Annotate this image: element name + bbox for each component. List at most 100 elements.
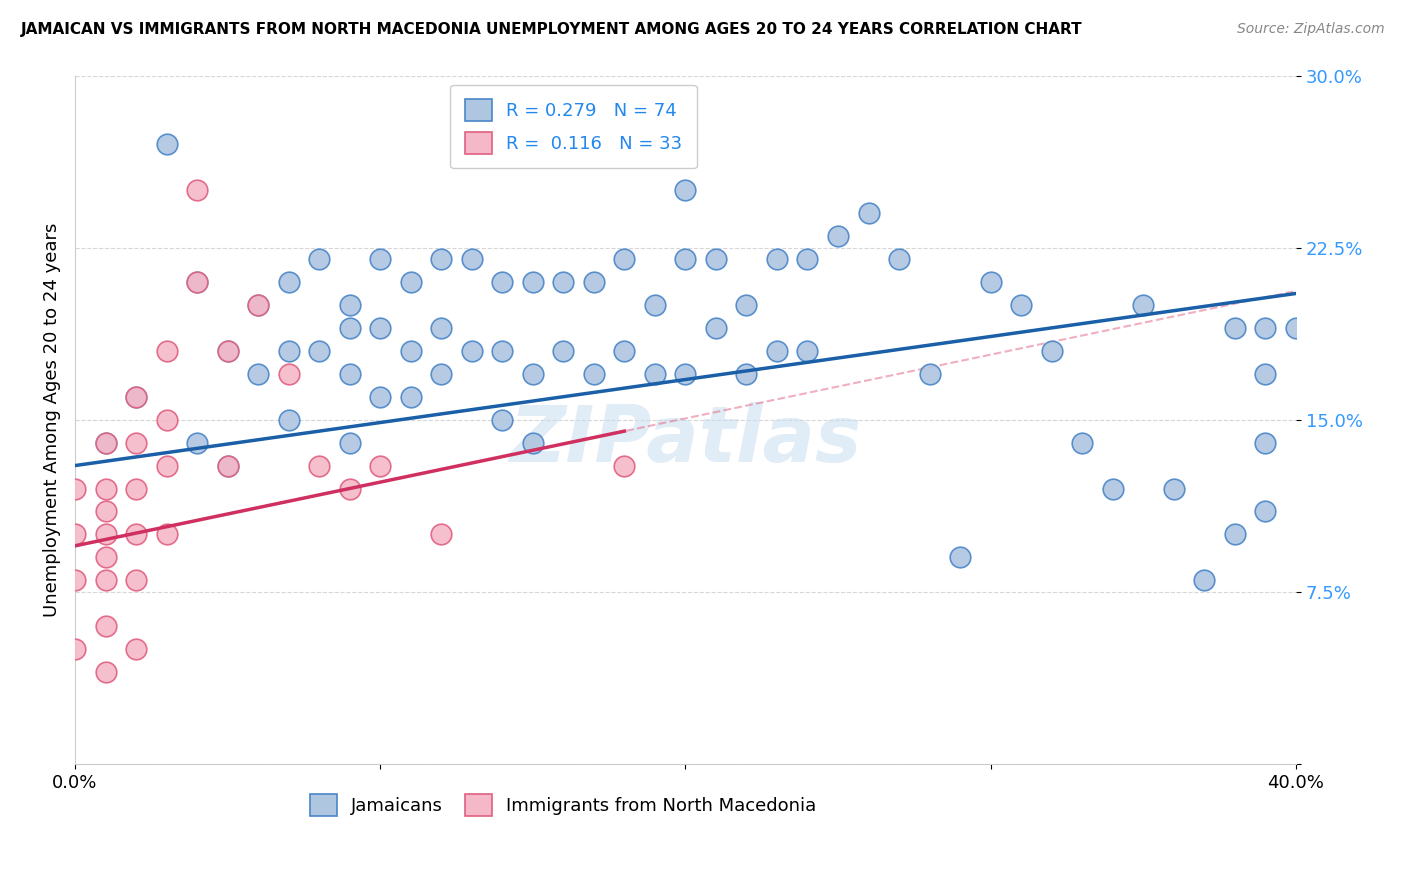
Point	[217, 458, 239, 473]
Point	[94, 550, 117, 565]
Point	[522, 275, 544, 289]
Point	[461, 343, 484, 358]
Point	[125, 390, 148, 404]
Point	[339, 298, 361, 312]
Point	[399, 343, 422, 358]
Point	[644, 367, 666, 381]
Point	[63, 482, 86, 496]
Point	[339, 321, 361, 335]
Point	[339, 435, 361, 450]
Point	[704, 321, 727, 335]
Point	[949, 550, 972, 565]
Point	[125, 390, 148, 404]
Point	[1254, 435, 1277, 450]
Point	[247, 298, 270, 312]
Point	[430, 252, 453, 266]
Point	[491, 412, 513, 426]
Point	[94, 665, 117, 679]
Point	[247, 367, 270, 381]
Point	[308, 458, 330, 473]
Point	[155, 458, 177, 473]
Point	[980, 275, 1002, 289]
Point	[155, 527, 177, 541]
Point	[766, 343, 789, 358]
Point	[155, 137, 177, 152]
Point	[125, 527, 148, 541]
Point	[94, 482, 117, 496]
Point	[339, 367, 361, 381]
Point	[63, 527, 86, 541]
Point	[613, 343, 636, 358]
Point	[368, 390, 391, 404]
Point	[277, 275, 299, 289]
Point	[94, 504, 117, 518]
Point	[553, 275, 575, 289]
Point	[1223, 527, 1246, 541]
Point	[125, 435, 148, 450]
Point	[613, 458, 636, 473]
Point	[94, 619, 117, 633]
Point	[673, 367, 696, 381]
Point	[94, 435, 117, 450]
Point	[1254, 321, 1277, 335]
Point	[735, 367, 758, 381]
Point	[1132, 298, 1154, 312]
Point	[63, 574, 86, 588]
Text: Source: ZipAtlas.com: Source: ZipAtlas.com	[1237, 22, 1385, 37]
Point	[491, 343, 513, 358]
Point	[582, 275, 605, 289]
Point	[1101, 482, 1123, 496]
Point	[125, 482, 148, 496]
Point	[858, 206, 880, 220]
Point	[704, 252, 727, 266]
Point	[1285, 321, 1308, 335]
Point	[1223, 321, 1246, 335]
Point	[430, 321, 453, 335]
Point	[94, 435, 117, 450]
Point	[522, 435, 544, 450]
Point	[339, 482, 361, 496]
Point	[308, 343, 330, 358]
Text: JAMAICAN VS IMMIGRANTS FROM NORTH MACEDONIA UNEMPLOYMENT AMONG AGES 20 TO 24 YEA: JAMAICAN VS IMMIGRANTS FROM NORTH MACEDO…	[21, 22, 1083, 37]
Point	[217, 343, 239, 358]
Point	[796, 252, 818, 266]
Point	[155, 412, 177, 426]
Point	[1163, 482, 1185, 496]
Point	[155, 343, 177, 358]
Point	[1254, 504, 1277, 518]
Point	[461, 252, 484, 266]
Point	[217, 458, 239, 473]
Point	[582, 367, 605, 381]
Point	[673, 183, 696, 197]
Point	[491, 275, 513, 289]
Point	[887, 252, 910, 266]
Point	[430, 367, 453, 381]
Point	[368, 458, 391, 473]
Point	[63, 642, 86, 657]
Point	[308, 252, 330, 266]
Point	[186, 183, 208, 197]
Point	[399, 275, 422, 289]
Point	[644, 298, 666, 312]
Point	[247, 298, 270, 312]
Point	[796, 343, 818, 358]
Point	[277, 412, 299, 426]
Point	[735, 298, 758, 312]
Point	[553, 343, 575, 358]
Point	[217, 343, 239, 358]
Point	[766, 252, 789, 266]
Point	[94, 574, 117, 588]
Point	[1040, 343, 1063, 358]
Point	[186, 275, 208, 289]
Point	[918, 367, 941, 381]
Point	[368, 252, 391, 266]
Point	[186, 435, 208, 450]
Point	[1254, 367, 1277, 381]
Legend: Jamaicans, Immigrants from North Macedonia: Jamaicans, Immigrants from North Macedon…	[302, 787, 824, 823]
Point	[827, 229, 849, 244]
Point	[1071, 435, 1094, 450]
Point	[613, 252, 636, 266]
Point	[399, 390, 422, 404]
Point	[125, 574, 148, 588]
Point	[125, 642, 148, 657]
